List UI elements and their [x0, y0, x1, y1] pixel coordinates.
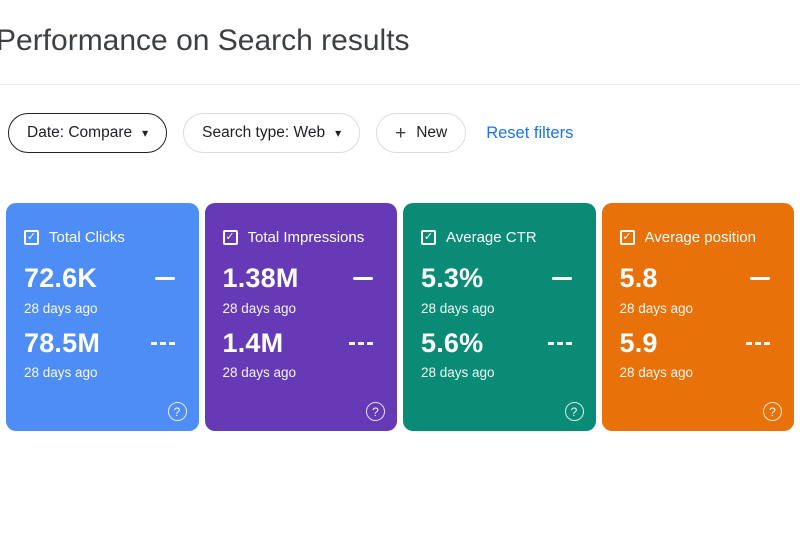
- date-filter-label: Date: Compare: [27, 124, 133, 141]
- card-label-row: ✓ Total Clicks: [24, 229, 185, 246]
- card-label-row: ✓ Average position: [619, 229, 781, 246]
- previous-period: 28 days ago: [24, 365, 98, 381]
- checkbox-checked-icon[interactable]: ✓: [24, 230, 39, 245]
- checkbox-checked-icon[interactable]: ✓: [619, 230, 635, 245]
- check-icon: ✓: [622, 231, 632, 243]
- previous-value: 78.5M: [24, 327, 101, 358]
- metric-cards-row: ✓ Total Clicks 72.6K 28 days ago 78.5M 2…: [0, 203, 800, 431]
- plus-icon: +: [395, 122, 407, 144]
- current-period: 28 days ago: [619, 300, 694, 316]
- metric-card-total-clicks[interactable]: ✓ Total Clicks 72.6K 28 days ago 78.5M 2…: [6, 203, 199, 431]
- reset-filters-link[interactable]: Reset filters: [486, 123, 574, 142]
- previous-value-row: 1.4M: [222, 327, 384, 359]
- card-label: Total Impressions: [247, 229, 365, 246]
- new-filter-label: New: [416, 124, 448, 141]
- card-label-row: ✓ Average CTR: [421, 229, 582, 246]
- solid-line-icon: [750, 277, 770, 281]
- current-value-row: 5.3%: [421, 263, 582, 294]
- help-icon[interactable]: ?: [366, 402, 385, 421]
- current-period: 28 days ago: [24, 300, 98, 316]
- previous-value-row: 5.6%: [421, 327, 582, 359]
- current-period: 28 days ago: [222, 300, 297, 316]
- new-filter-chip[interactable]: + New: [376, 113, 467, 153]
- check-icon: ✓: [26, 231, 37, 243]
- current-value-row: 1.38M: [222, 263, 384, 294]
- dashed-line-icon: [746, 342, 770, 346]
- chevron-down-icon: ▾: [142, 126, 149, 140]
- dashed-line-icon: [349, 342, 373, 346]
- help-icon[interactable]: ?: [763, 402, 782, 421]
- metric-card-average-ctr[interactable]: ✓ Average CTR 5.3% 28 days ago 5.6% 28 d…: [403, 203, 596, 431]
- previous-value: 5.9: [619, 327, 658, 358]
- page-title: Performance on Search results: [0, 24, 410, 57]
- current-value: 1.38M: [222, 263, 299, 293]
- help-icon[interactable]: ?: [167, 402, 187, 421]
- chevron-down-icon: ▾: [335, 126, 342, 140]
- card-label: Average position: [644, 229, 756, 246]
- dashed-line-icon: [150, 342, 175, 346]
- page-header: Performance on Search results: [0, 0, 800, 58]
- date-filter-chip[interactable]: Date: Compare ▾: [8, 113, 168, 153]
- current-value-row: 5.8: [619, 263, 781, 294]
- search-type-filter-label: Search type: Web: [202, 124, 326, 141]
- checkbox-checked-icon[interactable]: ✓: [222, 230, 238, 245]
- current-period: 28 days ago: [421, 300, 495, 316]
- dashed-line-icon: [547, 342, 572, 346]
- solid-line-icon: [154, 277, 175, 281]
- check-icon: ✓: [225, 231, 235, 243]
- checkbox-checked-icon[interactable]: ✓: [421, 230, 436, 245]
- solid-line-icon: [353, 277, 373, 281]
- card-label: Total Clicks: [49, 229, 125, 246]
- previous-value: 5.6%: [421, 327, 484, 358]
- filter-bar: Date: Compare ▾ Search type: Web ▾ + New…: [0, 113, 800, 153]
- search-type-filter-chip[interactable]: Search type: Web ▾: [183, 113, 361, 153]
- header-divider: [0, 84, 800, 85]
- card-label-row: ✓ Total Impressions: [222, 229, 384, 246]
- current-value: 72.6K: [24, 263, 98, 293]
- previous-value-row: 5.9: [619, 327, 781, 359]
- previous-value-row: 78.5M: [24, 327, 185, 359]
- previous-period: 28 days ago: [222, 365, 297, 381]
- solid-line-icon: [551, 277, 572, 281]
- metric-card-average-position[interactable]: ✓ Average position 5.8 28 days ago 5.9 2…: [601, 203, 794, 431]
- metric-card-total-impressions[interactable]: ✓ Total Impressions 1.38M 28 days ago 1.…: [204, 203, 397, 431]
- current-value-row: 72.6K: [24, 263, 185, 294]
- card-label: Average CTR: [446, 229, 537, 246]
- current-value: 5.8: [619, 263, 658, 293]
- current-value: 5.3%: [421, 263, 484, 293]
- previous-period: 28 days ago: [619, 365, 694, 381]
- previous-value: 1.4M: [222, 327, 284, 358]
- previous-period: 28 days ago: [421, 365, 495, 381]
- help-icon[interactable]: ?: [564, 402, 584, 421]
- check-icon: ✓: [423, 231, 434, 243]
